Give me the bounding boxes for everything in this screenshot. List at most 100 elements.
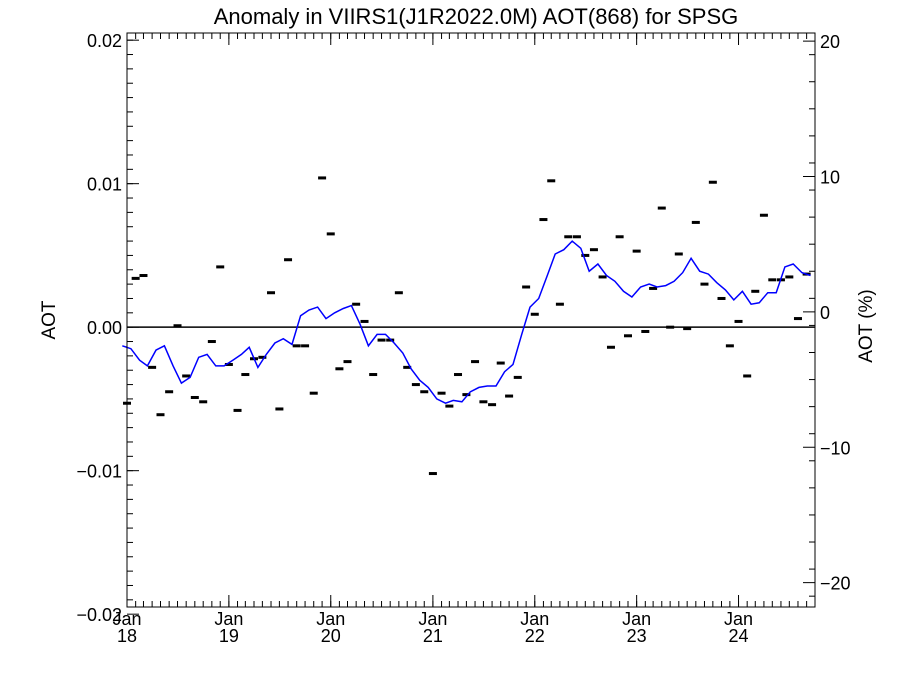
x-tick-year: 20: [321, 626, 341, 646]
monthly-marker: [173, 324, 182, 328]
monthly-marker: [725, 344, 734, 348]
x-tick-year: 19: [219, 626, 239, 646]
y2-tick-label: 10: [820, 168, 840, 188]
chart-title: Anomaly in VIIRS1(J1R2022.0M) AOT(868) f…: [214, 4, 739, 29]
x-tick-month: Jan: [112, 609, 141, 629]
y2-tick-label: −20: [820, 574, 851, 594]
monthly-marker: [708, 180, 717, 184]
monthly-marker: [216, 265, 225, 269]
x-tick-year: 23: [627, 626, 647, 646]
monthly-marker: [233, 408, 242, 412]
monthly-marker: [555, 302, 564, 306]
monthly-marker: [437, 391, 446, 395]
monthly-marker: [700, 282, 709, 286]
monthly-marker: [352, 302, 361, 306]
monthly-marker: [224, 362, 233, 366]
monthly-marker: [751, 289, 760, 293]
x-tick-month: Jan: [622, 609, 651, 629]
monthly-marker: [793, 317, 802, 321]
monthly-marker: [403, 365, 412, 369]
y-tick-label: −0.01: [76, 462, 122, 482]
monthly-marker: [734, 319, 743, 323]
y2-tick-label: 20: [820, 32, 840, 52]
running-mean-line: [122, 240, 811, 405]
y-tick-label: 0.02: [87, 31, 122, 51]
monthly-marker: [471, 360, 480, 364]
monthly-marker: [301, 344, 310, 348]
monthly-marker: [343, 360, 352, 364]
monthly-marker: [479, 400, 488, 404]
monthly-marker: [513, 375, 522, 379]
monthly-marker: [632, 249, 641, 253]
monthly-marker: [369, 373, 378, 377]
monthly-marker: [182, 374, 191, 378]
x-tick-year: 24: [729, 626, 749, 646]
monthly-marker: [488, 403, 497, 407]
monthly-marker: [505, 394, 514, 398]
x-tick-month: Jan: [520, 609, 549, 629]
monthly-marker: [326, 232, 335, 236]
monthly-marker: [606, 345, 615, 349]
monthly-marker: [420, 390, 429, 394]
monthly-marker: [615, 235, 624, 239]
monthly-marker: [581, 253, 590, 257]
monthly-marker: [360, 319, 369, 323]
monthly-marker: [530, 312, 539, 316]
monthly-marker: [743, 374, 752, 378]
x-tick-year: 18: [117, 626, 137, 646]
x-tick-year: 21: [423, 626, 443, 646]
x-tick-year: 22: [525, 626, 545, 646]
monthly-marker: [649, 286, 658, 290]
monthly-marker: [759, 213, 768, 217]
monthly-marker: [496, 361, 505, 365]
monthly-marker: [199, 400, 208, 404]
monthly-marker: [165, 390, 174, 394]
monthly-marker: [131, 276, 140, 280]
monthly-marker: [598, 275, 607, 279]
x-tick-month: Jan: [418, 609, 447, 629]
monthly-marker: [377, 338, 386, 342]
monthly-marker: [785, 275, 794, 279]
monthly-marker: [309, 391, 318, 395]
monthly-marker: [717, 296, 726, 300]
monthly-marker: [768, 278, 777, 282]
monthly-marker: [623, 334, 632, 338]
monthly-marker: [318, 176, 327, 180]
monthly-marker: [572, 235, 581, 239]
monthly-marker: [139, 274, 148, 278]
monthly-marker: [292, 344, 301, 348]
monthly-marker: [547, 179, 556, 183]
monthly-marker: [258, 355, 267, 359]
monthly-marker: [411, 383, 420, 387]
monthly-marker: [445, 404, 454, 408]
monthly-marker: [564, 235, 573, 239]
x-tick-month: Jan: [214, 609, 243, 629]
y-tick-label: 0.01: [87, 175, 122, 195]
monthly-marker: [522, 285, 531, 289]
monthly-marker: [394, 291, 403, 295]
monthly-marker: [241, 373, 250, 377]
left-axis-label: AOT: [39, 300, 60, 339]
y2-tick-label: −10: [820, 438, 851, 458]
monthly-marker: [657, 206, 666, 210]
monthly-marker: [641, 329, 650, 333]
data-marks: [122, 176, 815, 476]
monthly-marker: [462, 393, 471, 397]
monthly-marker: [589, 248, 598, 252]
monthly-marker: [683, 327, 692, 331]
plot-frame: [126, 32, 816, 608]
monthly-marker: [207, 340, 216, 344]
x-tick-month: Jan: [724, 609, 753, 629]
monthly-marker: [275, 407, 284, 411]
monthly-marker: [284, 258, 293, 262]
y-tick-label: −0.02: [76, 605, 122, 625]
monthly-marker: [190, 395, 199, 399]
y-tick-label: 0.00: [87, 318, 122, 338]
monthly-marker: [454, 373, 463, 377]
monthly-marker: [156, 413, 165, 417]
right-axis-label: AOT (%): [856, 289, 877, 363]
axes: −0.02−0.010.000.010.02−20−1001020Jan18Ja…: [76, 31, 850, 646]
y2-tick-label: 0: [820, 303, 830, 323]
